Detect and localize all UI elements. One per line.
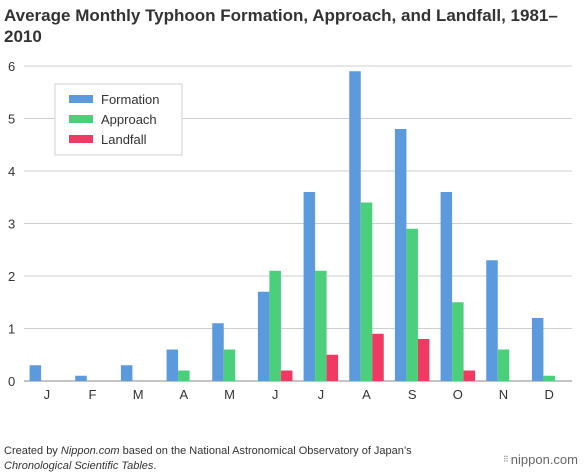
bar-formation-2 (120, 365, 133, 381)
bar-formation-7 (349, 71, 361, 381)
bar-approach-8 (406, 228, 418, 381)
bar-formation-5 (257, 291, 270, 381)
y-tick-label: 2 (8, 269, 15, 284)
x-tick-label: J (272, 387, 279, 402)
y-tick-label: 3 (8, 217, 15, 232)
legend-swatch-formation (69, 95, 93, 103)
bar-formation-1 (75, 375, 87, 381)
bar-landfall-9 (463, 370, 476, 381)
bar-approach-3 (178, 370, 190, 381)
legend-swatch-approach (69, 115, 93, 123)
source-middle: based on the National Astronomical Obser… (119, 445, 412, 457)
y-tick-label: 6 (8, 59, 15, 74)
chart-title: Average Monthly Typhoon Formation, Appro… (4, 6, 558, 46)
bar-approach-11 (543, 375, 555, 381)
x-tick-label: S (408, 387, 417, 402)
bar-approach-4 (223, 349, 236, 381)
legend-swatch-landfall (69, 135, 93, 143)
bar-approach-6 (315, 270, 327, 381)
bar-formation-4 (212, 323, 224, 381)
bar-formation-6 (303, 192, 316, 381)
x-tick-label: D (544, 387, 553, 402)
bar-approach-5 (269, 270, 281, 381)
bars (29, 71, 555, 381)
bar-formation-10 (486, 260, 498, 381)
x-tick-label: J (44, 387, 51, 402)
bar-landfall-5 (280, 370, 293, 381)
bar-formation-11 (531, 318, 544, 381)
source-publication: Chronological Scientific Tables (4, 460, 154, 472)
chart-plot: 0 1 2 3 4 5 6 J F M A M J J A S O N D Formation Approach La… (8, 59, 572, 402)
x-tick-label: F (89, 387, 97, 402)
bar-formation-8 (394, 129, 407, 381)
y-tick-label: 0 (8, 374, 15, 389)
x-tick-label: A (362, 387, 371, 402)
bar-approach-7 (360, 202, 373, 381)
legend-label-approach: Approach (101, 112, 157, 127)
y-tick-label: 1 (8, 322, 15, 337)
legend: Formation Approach Landfall (54, 83, 183, 156)
source-note: Created by Nippon.com based on the Natio… (4, 444, 464, 474)
x-tick-label: O (453, 387, 463, 402)
y-axis-ticks: 0 1 2 3 4 5 6 (8, 59, 15, 389)
x-tick-label: N (499, 387, 508, 402)
source-suffix: . (153, 460, 157, 472)
brand-name: nippon.com (510, 452, 578, 467)
bar-landfall-6 (326, 354, 339, 381)
bar-approach-9 (452, 302, 464, 381)
bar-approach-10 (497, 349, 510, 381)
brand-dots-icon: ⠿ (502, 454, 509, 464)
x-tick-label: J (318, 387, 325, 402)
x-tick-label: M (133, 387, 144, 402)
bar-formation-9 (440, 192, 453, 381)
y-tick-label: 5 (8, 112, 15, 127)
bar-landfall-7 (372, 333, 384, 381)
brand-logo: ⠿ nippon.com (503, 452, 578, 467)
bar-landfall-8 (417, 339, 430, 381)
legend-label-landfall: Landfall (101, 132, 147, 147)
legend-label-formation: Formation (101, 92, 160, 107)
source-site: Nippon.com (60, 445, 120, 457)
bar-formation-3 (166, 349, 179, 381)
bar-formation-0 (29, 365, 42, 381)
y-tick-label: 4 (8, 164, 15, 179)
x-tick-label: A (179, 387, 188, 402)
source-prefix: Created by (4, 445, 61, 457)
x-tick-label: M (224, 387, 235, 402)
